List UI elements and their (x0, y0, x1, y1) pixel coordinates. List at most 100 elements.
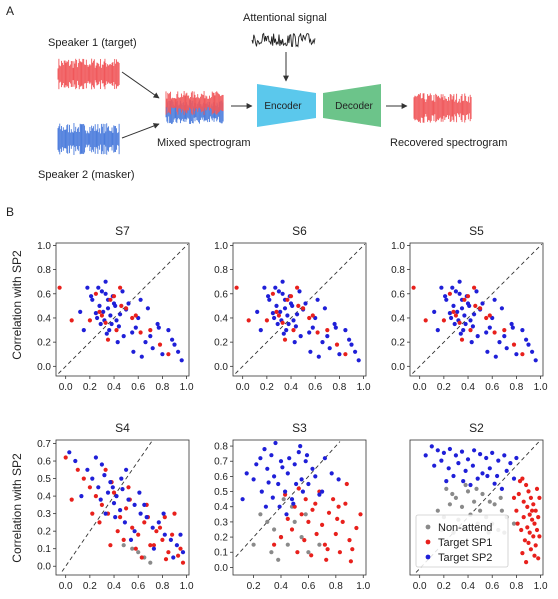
data-point (273, 440, 278, 446)
data-point (121, 543, 126, 548)
data-point (105, 490, 111, 495)
data-point (459, 449, 465, 454)
data-point (118, 285, 123, 290)
data-point (515, 521, 520, 526)
data-point (465, 457, 471, 462)
data-point (130, 315, 135, 321)
panel-title: S3 (292, 421, 307, 435)
data-point (303, 301, 308, 306)
attention-signal-trace (251, 32, 316, 48)
x-tick-label: 0.4 (461, 581, 475, 592)
data-point (526, 342, 531, 347)
y-tick-label: 0.2 (391, 338, 405, 349)
data-point (295, 550, 300, 555)
data-point (530, 517, 535, 522)
x-tick-label: 0.0 (413, 382, 427, 393)
data-point (280, 279, 285, 284)
data-point (307, 330, 312, 335)
data-point (443, 294, 448, 299)
data-point (278, 535, 284, 540)
identity-line (235, 441, 341, 558)
data-point (343, 352, 348, 357)
data-point (295, 285, 300, 290)
data-point (116, 324, 121, 329)
x-tick-label: 1.0 (534, 382, 548, 393)
data-point (303, 497, 308, 502)
data-point (90, 511, 95, 516)
data-point (145, 306, 150, 311)
data-point (166, 550, 171, 555)
data-point (467, 303, 472, 308)
data-point (105, 337, 111, 342)
data-point (246, 318, 251, 323)
data-point (296, 303, 301, 308)
x-tick-label: 0.6 (485, 382, 499, 393)
legend-marker (425, 539, 431, 545)
data-point (174, 543, 179, 548)
data-point (480, 471, 485, 476)
panel-a-letter: A (6, 4, 14, 18)
data-point (453, 453, 458, 458)
data-point (463, 482, 468, 488)
data-point (97, 303, 102, 308)
data-point (531, 502, 536, 507)
data-point (108, 313, 113, 318)
data-point (532, 553, 537, 558)
data-point (93, 455, 98, 460)
axes-frame (232, 439, 367, 576)
data-point (533, 543, 538, 548)
data-point (411, 285, 416, 290)
data-point (485, 473, 490, 479)
x-tick-label: 0.6 (131, 382, 145, 393)
y-tick-label: 1.0 (391, 241, 405, 252)
data-point (90, 297, 95, 302)
data-point (462, 297, 467, 302)
data-point (528, 547, 534, 552)
data-point (280, 291, 285, 296)
data-point (303, 459, 308, 464)
data-point (432, 463, 437, 468)
data-point (354, 525, 359, 531)
data-point (130, 546, 135, 551)
x-tick-label: 0.8 (155, 581, 169, 592)
y-tick-label: 0.7 (214, 457, 228, 468)
data-point (356, 358, 361, 363)
panel-title: S7 (115, 224, 130, 238)
data-point (497, 340, 502, 345)
data-point (178, 546, 183, 551)
data-point (487, 499, 492, 504)
data-point (441, 450, 446, 455)
data-point (107, 328, 112, 333)
data-point (502, 453, 507, 458)
legend-entry: Target SP1 (438, 537, 492, 549)
y-tick-label: 0.6 (391, 289, 405, 300)
axes-frame (409, 242, 544, 377)
data-point (441, 318, 446, 323)
data-point (348, 559, 353, 564)
data-point (447, 502, 452, 507)
data-point (138, 330, 143, 335)
data-point (472, 285, 477, 290)
data-point (57, 285, 62, 290)
x-tick-label: 0.2 (247, 581, 261, 592)
data-point (306, 519, 311, 525)
data-point (234, 285, 239, 290)
data-point (475, 334, 480, 339)
data-point (446, 466, 451, 471)
data-point (525, 525, 530, 530)
data-point (280, 320, 285, 325)
data-point (258, 456, 263, 461)
data-point (526, 489, 531, 494)
data-point (108, 543, 113, 548)
data-point (283, 489, 288, 494)
data-point (469, 340, 474, 345)
data-point (309, 553, 314, 558)
data-point (322, 542, 327, 547)
data-point (110, 485, 115, 490)
data-point (274, 309, 279, 314)
data-point (475, 476, 480, 481)
data-point (499, 486, 504, 491)
data-point (114, 318, 119, 323)
data-point (170, 532, 175, 537)
y-tick-label: 0.8 (214, 265, 228, 276)
